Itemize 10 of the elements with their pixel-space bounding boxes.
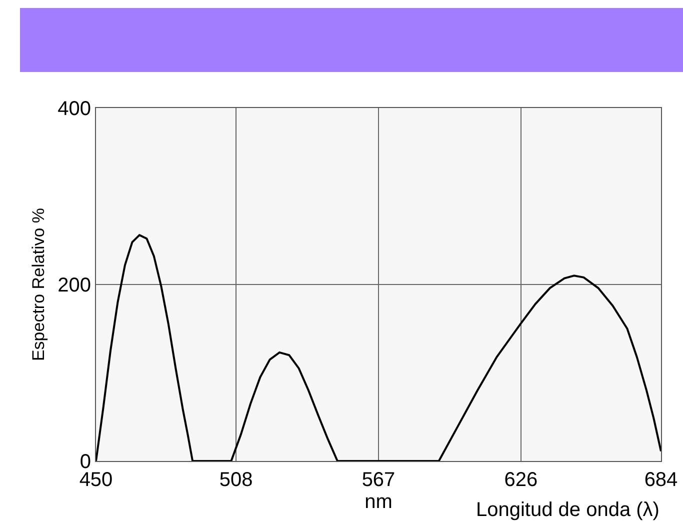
line-series xyxy=(96,234,661,461)
y-tick-label: 400 xyxy=(58,98,91,120)
x-tick-label: 626 xyxy=(504,469,538,491)
x-tick-label: 567 xyxy=(362,469,396,491)
x-tick-label: 684 xyxy=(644,469,678,491)
y-tick-label: 200 xyxy=(58,274,91,296)
x-tick-label: 508 xyxy=(219,469,253,491)
y-axis-title: Espectro Relativo % xyxy=(29,208,48,362)
x-axis-title: nm xyxy=(364,491,392,513)
text: Longitud de onda (λ) xyxy=(476,499,660,521)
